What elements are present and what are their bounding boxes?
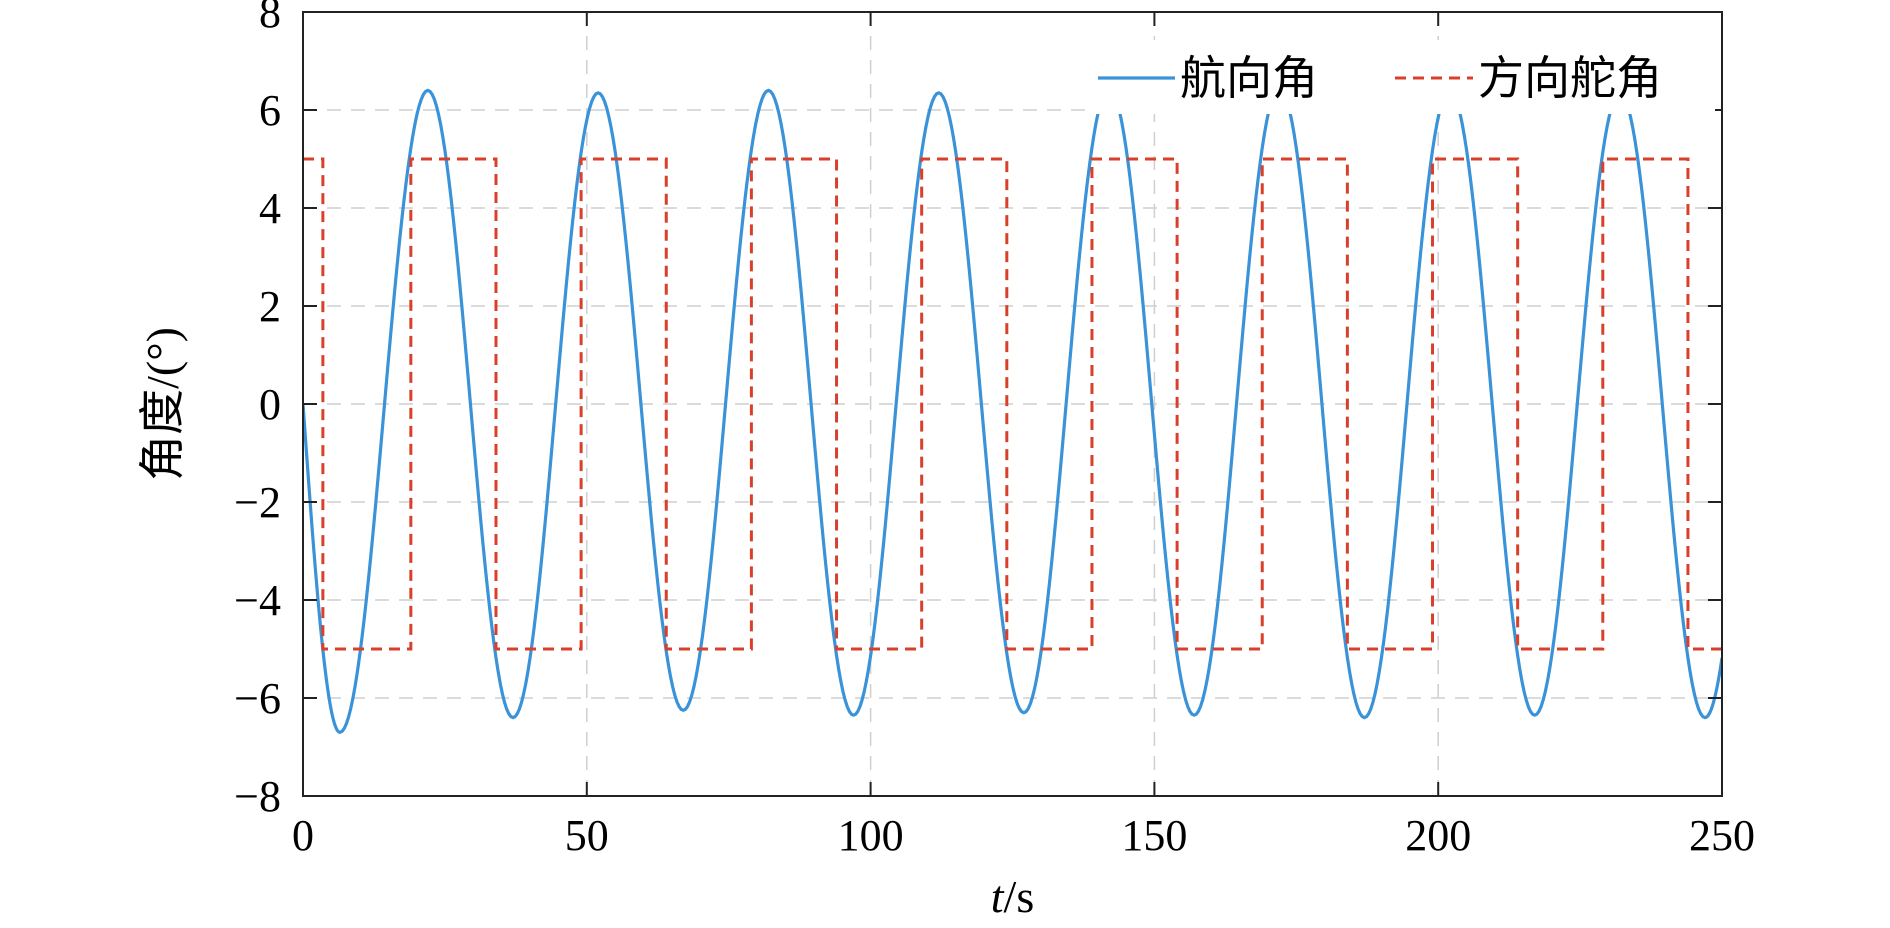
y-tick-label: 8 (259, 0, 281, 37)
x-axis-title-unit: /s (1004, 871, 1035, 922)
x-axis-title: t/s (991, 871, 1034, 922)
x-tick-label: 250 (1689, 811, 1755, 860)
y-tick-label: −4 (234, 576, 281, 625)
series-rudder-angle-line (303, 157, 1722, 651)
y-tick-label: −2 (234, 478, 281, 527)
plot-series (303, 86, 1722, 734)
y-tick-label: 0 (259, 380, 281, 429)
x-tick-label: 150 (1121, 811, 1187, 860)
x-tick-label: 200 (1405, 811, 1471, 860)
y-axis-title: 角度/(°) (137, 327, 188, 481)
x-tick-label: 50 (565, 811, 609, 860)
series-group (303, 86, 1722, 734)
x-tick-label: 0 (292, 811, 314, 860)
y-tick-label: −6 (234, 674, 281, 723)
y-tick-label: −8 (234, 772, 281, 821)
y-tick-label: 2 (259, 282, 281, 331)
x-axis-title-variable: t (991, 871, 1005, 922)
legend-label-rudder-angle: 方向舵角 (1478, 53, 1662, 104)
legend: 航向角 方向舵角 (1085, 40, 1715, 114)
y-tick-label: 4 (259, 184, 281, 233)
y-tick-label: 6 (259, 86, 281, 135)
legend-label-heading-angle: 航向角 (1180, 53, 1318, 104)
series-heading-angle-line (303, 86, 1722, 734)
x-tick-label: 100 (838, 811, 904, 860)
grid (303, 12, 1722, 796)
